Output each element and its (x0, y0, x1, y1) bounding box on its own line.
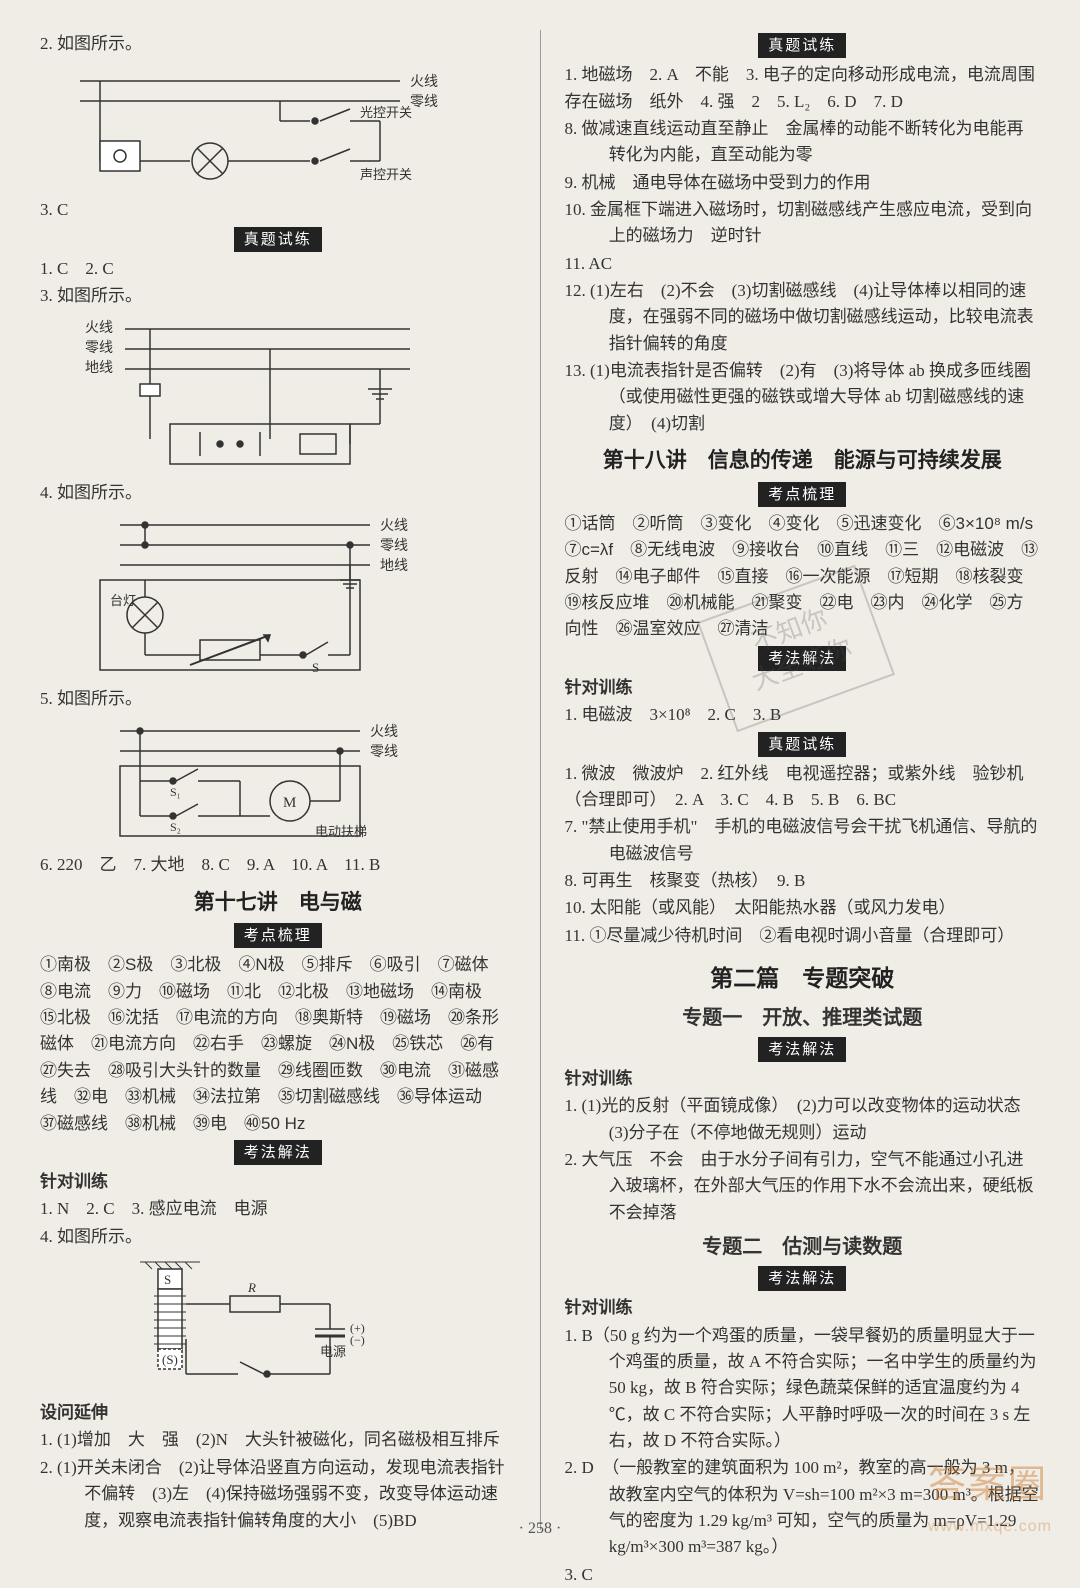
svg-text:台灯: 台灯 (110, 593, 136, 608)
text: 1. C 2. C (40, 256, 516, 282)
text: 9. 机械 通电导体在磁场中受到力的作用 (565, 170, 1041, 196)
label: 针对训练 (565, 1066, 1041, 1092)
text: 2. (1)开关未闭合 (2)让导体沿竖直方向运动，发现电流表指针不偏转 (3)… (40, 1455, 516, 1534)
svg-text:S: S (312, 660, 319, 675)
circuit-diagram-4: 火线 零线 S₁ S₂ (70, 716, 516, 846)
text: 2. 大气压 不会 由于水分子间有引力，空气不能通过小孔进入玻璃杯，在外部大气压… (565, 1147, 1041, 1226)
text: 5. 如图所示。 (40, 686, 516, 712)
svg-text:S: S (164, 1272, 171, 1287)
svg-text:火线: 火线 (370, 724, 398, 740)
text: 1. 微波 微波炉 2. 红外线 电视遥控器；或紫外线 验钞机（合理即可） 2.… (565, 761, 1041, 814)
text: 1. 地磁场 2. A 不能 3. 电子的定向移动形成电流，电流周围存在磁场 纸… (565, 62, 1041, 115)
topic2-title: 专题二 估测与读数题 (565, 1232, 1041, 1263)
column-divider (540, 30, 541, 1530)
circuit-diagram-5: S (S) R (70, 1254, 516, 1394)
label: 针对训练 (40, 1169, 516, 1195)
svg-text:S₁: S₁ (170, 785, 181, 799)
brand-watermark: 答案圈 www.mxqe.com (928, 1456, 1052, 1540)
text: 8. 可再生 核聚变（热核） 9. B (565, 868, 1041, 894)
svg-text:零线: 零线 (85, 340, 113, 356)
text: ①话筒 ②听筒 ③变化 ④变化 ⑤迅速变化 ⑥3×10⁸ m/s ⑦c=λf ⑧… (565, 511, 1041, 643)
right-column: 真题试练 1. 地磁场 2. A 不能 3. 电子的定向移动形成电流，电流周围存… (565, 30, 1041, 1530)
brand-cn: 答案圈 (928, 1464, 1048, 1506)
svg-text:火线: 火线 (410, 74, 438, 90)
svg-text:火线: 火线 (380, 518, 408, 534)
section-tag: 考法解法 (758, 1037, 846, 1062)
svg-text:M: M (283, 795, 296, 811)
svg-text:R: R (247, 1280, 256, 1295)
text: 8. 做减速直线运动直至静止 金属棒的动能不断转化为电能再转化为内能，直至动能为… (565, 116, 1041, 169)
section-title-17: 第十七讲 电与磁 (40, 887, 516, 920)
text: ①南极 ②S极 ③北极 ④N极 ⑤排斥 ⑥吸引 ⑦磁体 ⑧电流 ⑨力 ⑩磁场 ⑪… (40, 952, 516, 1136)
svg-text:光控开关: 光控开关 (360, 105, 412, 120)
section-tag: 真题试练 (234, 227, 322, 252)
svg-text:地线: 地线 (380, 558, 408, 574)
text: 3. C (565, 1562, 1041, 1588)
circuit-diagram-1: 火线 零线 光控开关 声控开关 (70, 61, 516, 191)
brand-en: www.mxqe.com (928, 1515, 1052, 1540)
circuit-diagram-3: 火线 零线 地线 台灯 (70, 510, 516, 680)
label: 设问延伸 (40, 1400, 516, 1426)
circuit-diagram-2: 火线 零线 地线 (70, 314, 516, 474)
text: 11. AC (565, 251, 1041, 277)
svg-text:S₂: S₂ (170, 820, 181, 834)
text: 13. (1)电流表指针是否偏转 (2)有 (3)将导体 ab 换成多匝线圈（或… (565, 358, 1041, 437)
page-number: · 258 · (519, 1517, 562, 1542)
text: 3. 如图所示。 (40, 283, 516, 309)
svg-text:零线: 零线 (410, 94, 438, 110)
section-tag: 考法解法 (758, 646, 846, 671)
section-tag: 考法解法 (758, 1266, 846, 1291)
section-tag: 考法解法 (234, 1140, 322, 1165)
svg-text:电动扶梯: 电动扶梯 (315, 824, 367, 839)
text: 4. 如图所示。 (40, 480, 516, 506)
topic1-title: 专题一 开放、推理类试题 (565, 1003, 1041, 1034)
page-container: 2. 如图所示。 (40, 30, 1040, 1530)
svg-text:地线: 地线 (85, 360, 113, 376)
section-tag: 真题试练 (758, 732, 846, 757)
text: 10. 金属框下端进入磁场时，切割磁感线产生感应电流，受到向上的磁场力 逆时针 (565, 197, 1041, 250)
text: 1. (1)增加 大 强 (2)N 大头针被磁化，同名磁极相互排斥 (40, 1427, 516, 1453)
svg-text:(−): (−) (350, 1333, 365, 1347)
text: 1. 电磁波 3×10⁸ 2. C 3. B (565, 702, 1041, 728)
text: 7. "禁止使用手机" 手机的电磁波信号会干扰飞机通信、导航的电磁波信号 (565, 814, 1041, 867)
svg-text:(S): (S) (162, 1352, 178, 1367)
label: 针对训练 (565, 675, 1041, 701)
text: 1. B（50 g 约为一个鸡蛋的质量，一袋早餐奶的质量明显大于一个鸡蛋的质量，… (565, 1323, 1041, 1455)
svg-text:零线: 零线 (380, 538, 408, 554)
svg-text:零线: 零线 (370, 744, 398, 760)
text: 12. (1)左右 (2)不会 (3)切割磁感线 (4)让导体棒以相同的速度，在… (565, 278, 1041, 357)
label: 针对训练 (565, 1295, 1041, 1321)
text: 4. 如图所示。 (40, 1224, 516, 1250)
section-tag: 真题试练 (758, 33, 846, 58)
text: 2. 如图所示。 (40, 31, 516, 57)
svg-text:火线: 火线 (85, 320, 113, 336)
svg-text:声控开关: 声控开关 (360, 167, 412, 182)
text: 10. 太阳能（或风能） 太阳能热水器（或风力发电） (565, 895, 1041, 921)
section-tag: 考点梳理 (758, 482, 846, 507)
svg-text:电源: 电源 (320, 1344, 346, 1359)
section-tag: 考点梳理 (234, 923, 322, 948)
text: 6. 220 乙 7. 大地 8. C 9. A 10. A 11. B (40, 852, 516, 878)
text: 11. ①尽量减少待机时间 ②看电视时调小音量（合理即可） (565, 923, 1041, 949)
text: 1. (1)光的反射（平面镜成像） (2)力可以改变物体的运动状态 (3)分子在… (565, 1093, 1041, 1146)
text: 3. C (40, 197, 516, 223)
part2-title: 第二篇 专题突破 (565, 961, 1041, 997)
text: 1. N 2. C 3. 感应电流 电源 (40, 1196, 516, 1222)
section-title-18: 第十八讲 信息的传递 能源与可持续发展 (565, 445, 1041, 478)
left-column: 2. 如图所示。 (40, 30, 516, 1530)
